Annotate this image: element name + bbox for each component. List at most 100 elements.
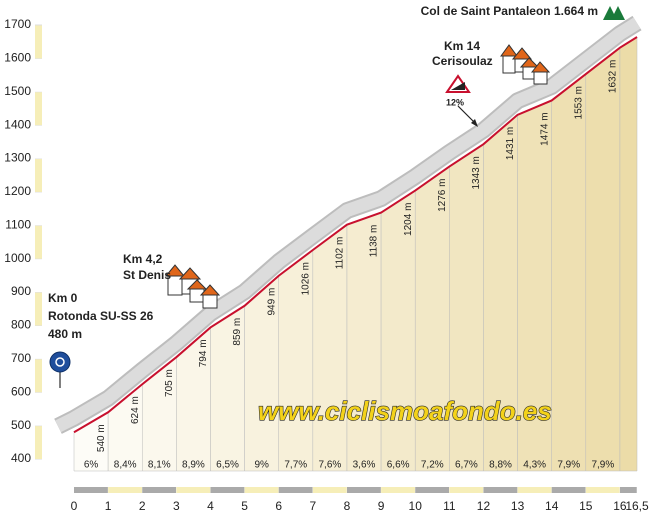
x-tick-label: 6 (275, 499, 282, 513)
x-band (619, 487, 637, 493)
x-band (312, 487, 347, 493)
x-tick-label: 9 (378, 499, 385, 513)
x-band (346, 487, 382, 493)
y-tick-label: 1300 (4, 151, 31, 165)
gradient-label: 7,2% (421, 460, 444, 471)
y-tick-label: 800 (11, 318, 31, 332)
elevation-label: 1632 m (608, 60, 619, 93)
x-tick-label: 3 (173, 499, 180, 513)
y-band (35, 25, 42, 59)
elevation-label: 1474 m (539, 112, 550, 145)
x-band (142, 487, 177, 493)
elevation-label: 1431 m (505, 127, 516, 160)
elevation-label: 1102 m (335, 237, 346, 270)
gradient-label: 3,6% (353, 460, 376, 471)
y-tick-label: 1600 (4, 51, 31, 65)
x-band (517, 487, 552, 493)
roundabout-icon (49, 351, 71, 388)
y-tick-label: 500 (11, 418, 31, 432)
x-band (278, 487, 313, 493)
ramp-label: 12% (446, 97, 464, 107)
y-band (35, 91, 42, 126)
x-tick-label: 4 (207, 499, 214, 513)
y-tick-label: 900 (11, 284, 31, 298)
x-band (244, 487, 279, 493)
x-tick-label: 11 (443, 499, 456, 513)
y-tick-label: 1700 (4, 17, 31, 31)
gradient-label: 8,1% (148, 460, 171, 471)
start-place: Rotonda SU-SS 26 (48, 309, 154, 323)
gradient-label: 6,5% (216, 460, 239, 471)
elevation-label: 1026 m (300, 262, 311, 295)
gradient-label: 7,9% (591, 460, 614, 471)
x-tick-label: 8 (344, 499, 351, 513)
gradient-label: 8,8% (489, 460, 512, 471)
start-km: Km 0 (48, 291, 78, 305)
y-tick-label: 600 (11, 384, 31, 398)
gradient-label: 4,3% (523, 460, 546, 471)
x-tick-label: 10 (409, 499, 423, 513)
elevation-label: 1204 m (403, 203, 414, 236)
x-band (176, 487, 211, 493)
road-band (55, 17, 641, 433)
summit-icon (603, 6, 625, 20)
elevation-label: 1276 m (437, 179, 448, 212)
segment-column (619, 36, 638, 472)
labels: 480 m 540 m 624 m 705 m 794 m 859 m 949 m 1026 … (48, 60, 619, 471)
segment-column (551, 73, 587, 472)
gradient-label: 9% (254, 460, 269, 471)
x-tick-label: 16 (613, 499, 627, 513)
cerisoulaz-km: Km 14 (444, 39, 480, 53)
y-tick-label: 1200 (4, 184, 31, 198)
gradient-label: 7,7% (284, 460, 307, 471)
y-tick-label: 1400 (4, 117, 31, 131)
st-denis-place: St Denis (123, 268, 171, 282)
elevation-label: 949 m (266, 288, 277, 316)
x-band (449, 487, 484, 493)
columns (73, 36, 638, 472)
y-band (35, 292, 42, 326)
gradient-label: 6,6% (387, 460, 410, 471)
st-denis-km: Km 4,2 (123, 252, 163, 266)
ramp-sign (445, 74, 478, 127)
x-tick-label: 2 (139, 499, 146, 513)
x-tick-label: 14 (545, 499, 559, 513)
x-tick-label: 5 (241, 499, 248, 513)
gradient-label: 6% (84, 460, 99, 471)
x-tick-label: 13 (511, 499, 525, 513)
segment-column (585, 47, 621, 472)
elevation-label: 794 m (198, 339, 209, 367)
houses-st-denis (164, 264, 221, 309)
y-band (35, 125, 42, 159)
road-layer (54, 15, 642, 434)
gradient-label: 6,7% (455, 460, 478, 471)
elevation-label: 624 m (130, 396, 141, 424)
x-band (585, 487, 620, 493)
elevation-label: 705 m (164, 369, 175, 397)
y-band (35, 392, 42, 426)
start-elevation: 480 m (48, 327, 82, 341)
y-band (35, 191, 42, 226)
y-band (35, 258, 42, 293)
cerisoulaz-place: Cerisoulaz (432, 54, 493, 68)
y-band (35, 225, 42, 259)
y-band (35, 158, 42, 192)
gradient-label: 7,6% (319, 460, 342, 471)
summit-label: Col de Saint Pantaleon 1.664 m (421, 4, 598, 18)
y-band (35, 358, 42, 393)
x-tick-label: 7 (310, 499, 317, 513)
houses-cerisoulaz (500, 44, 551, 85)
elevation-label: 1138 m (369, 225, 380, 258)
elevation-label: 1553 m (573, 86, 584, 119)
y-tick-label: 1100 (5, 217, 31, 231)
y-tick-label: 700 (11, 351, 31, 365)
elevation-label: 859 m (232, 318, 243, 346)
y-tick-label: 1500 (4, 84, 31, 98)
gradient-label: 8,9% (182, 460, 205, 471)
watermark: www.ciclismoafondo.es (258, 396, 552, 426)
x-tick-label: 1 (105, 499, 112, 513)
gradient-label: 8,4% (114, 460, 137, 471)
y-tick-label: 1000 (4, 251, 31, 265)
